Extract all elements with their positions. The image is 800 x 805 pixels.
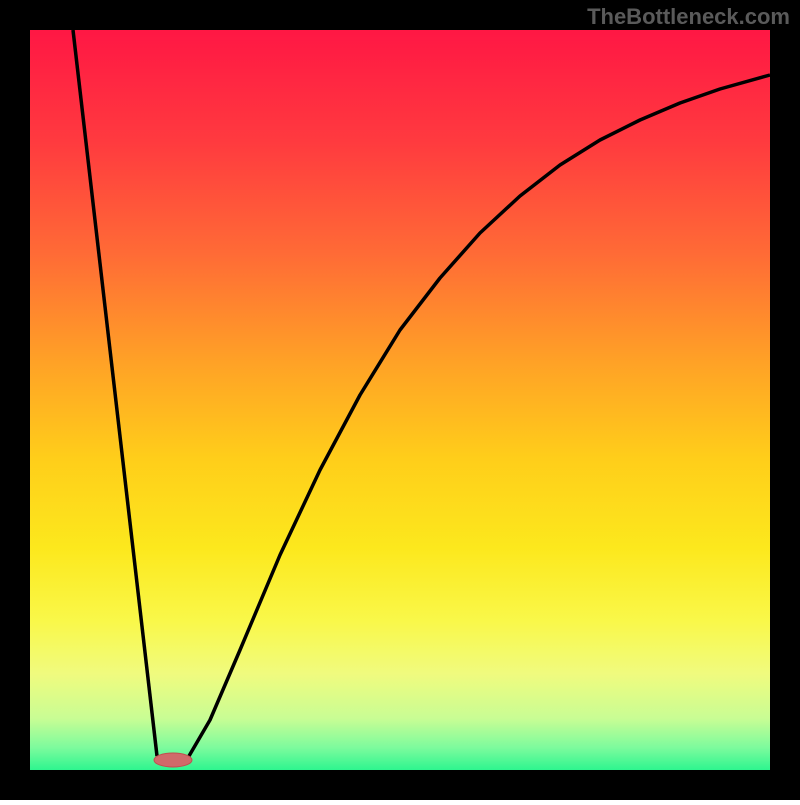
- chart-svg: [0, 0, 800, 800]
- bottleneck-marker: [154, 753, 192, 767]
- bottleneck-chart: TheBottleneck.com: [0, 0, 800, 800]
- watermark-text: TheBottleneck.com: [587, 4, 790, 30]
- chart-background: [30, 30, 770, 770]
